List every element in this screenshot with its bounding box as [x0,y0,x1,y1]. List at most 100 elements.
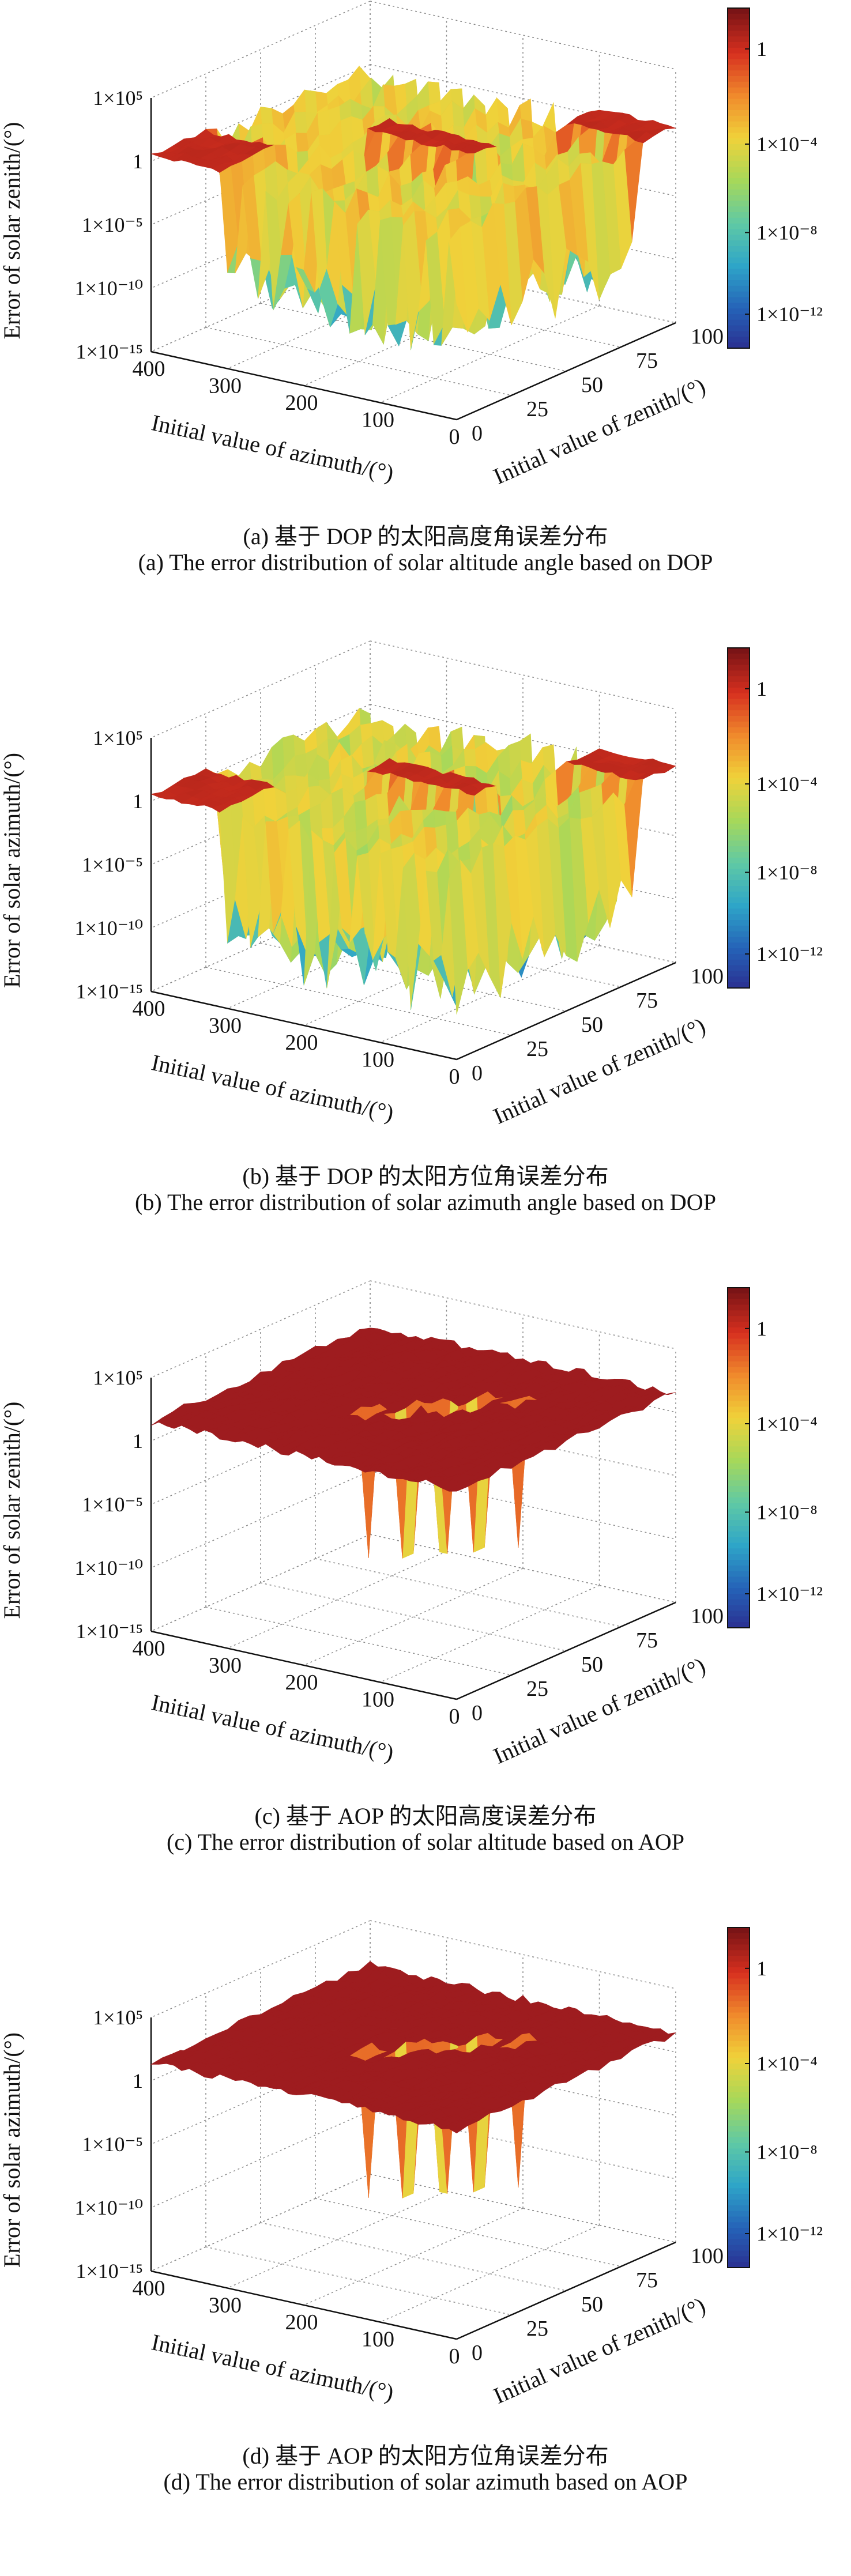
colorbar-step [728,1316,750,1322]
colorbar-step [728,716,750,722]
grid-line [150,1,371,99]
colorbar-frame [727,1287,750,1628]
colorbar-step [728,738,750,745]
colorbar-step [728,1390,750,1396]
colorbar-step [728,1514,750,1521]
colorbar-step [728,2194,750,2200]
colorbar: 1 1×10⁻⁴ 1×10⁻⁸ 1×10⁻¹² [727,7,823,349]
azimuth-axis-title: Initial value of azimuth/(°) [149,2329,396,2405]
azimuth-tick-label: 0 [449,1065,460,1089]
colorbar-step [728,1361,750,1368]
colorbar-step [728,110,750,116]
colorbar-step [728,2064,750,2070]
azimuth-tick-label: 300 [209,2294,242,2318]
colorbar-step [728,104,750,111]
colorbar-step [728,331,750,338]
colorbar: 1 1×10⁻⁴ 1×10⁻⁸ 1×10⁻¹² [727,1287,823,1628]
grid-line [370,1,676,70]
colorbar-tick-label: 1 [756,1317,767,1340]
colorbar-step [728,670,750,677]
colorbar-tick-label: 1×10⁻⁸ [756,861,818,884]
colorbar-step [728,806,750,813]
colorbar-step [728,2075,750,2081]
colorbar-step [728,1508,750,1515]
colorbar-step [728,1950,750,1957]
grid-line [303,1568,524,1666]
grid-line [370,2174,676,2243]
zenith-tick-label: 25 [526,1037,548,1061]
zenith-tick-label: 75 [636,1628,658,1653]
zenith-tick-label: 100 [691,1604,724,1628]
colorbar-step [728,291,750,298]
z-tick-label: 1×10⁻⁵ [82,853,143,876]
colorbar-step [728,1520,750,1526]
zenith-tick-label: 50 [581,1653,603,1677]
caption-cn-b: (b) 基于 DOP 的太阳方位角误差分布 [242,1163,609,1189]
error-surface [150,707,676,1014]
colorbar-tick-label: 1×10⁻⁴ [756,1412,818,1435]
zenith-tick-label: 0 [472,1061,483,1085]
colorbar-step [728,1582,750,1589]
colorbar-step [728,2216,750,2223]
zenith-tick-label: 50 [581,2292,603,2317]
colorbar-step [728,206,750,213]
colorbar-step [728,1933,750,1940]
colorbar-step [728,342,750,349]
grid-line [370,1920,676,1989]
colorbar: 1 1×10⁻⁴ 1×10⁻⁸ 1×10⁻¹² [727,647,823,989]
colorbar-step [728,31,750,37]
colorbar-step [728,308,750,315]
z-axis-title: Error of solar azimuth/(°) [0,2032,25,2268]
z-tick-label: 1×10⁻¹⁵ [76,980,143,1003]
colorbar-step [728,280,750,286]
colorbar-step [728,1560,750,1566]
colorbar-step [728,121,750,128]
colorbar-step [728,1384,750,1390]
colorbar-step [728,665,750,672]
colorbar-step [728,2256,750,2263]
colorbar-step [728,778,750,785]
zenith-tick-label: 25 [526,397,548,421]
colorbar-step [728,2030,750,2036]
colorbar-step [728,1406,750,1413]
grid-line [303,928,524,1026]
colorbar-tick-label: 1×10⁻¹² [756,1582,823,1605]
colorbar-step [728,1395,750,1402]
colorbar-step [728,223,750,230]
colorbar-step [728,1338,750,1345]
colorbar-step [728,704,750,711]
z-tick-label: 1 [133,150,143,173]
colorbar-step [728,982,750,989]
colorbar-step [728,761,750,768]
grid-line [205,327,512,396]
caption-en-a: (a) The error distribution of solar alti… [138,549,713,575]
colorbar-step [728,1378,750,1385]
colorbar-step [728,133,750,139]
colorbar-step [728,2001,750,2008]
z-tick-label: 1×10⁻¹⁰ [74,277,143,300]
colorbar-step [728,2024,750,2030]
colorbar-step [728,1435,750,1442]
colorbar-step [728,1542,750,1549]
azimuth-axis-line [150,990,457,1061]
caption-cn-a: (a) 基于 DOP 的太阳高度角误差分布 [243,523,608,549]
grid-line [205,1606,512,1676]
azimuth-tick-label: 200 [285,391,318,415]
azimuth-axis-line [150,1630,457,1700]
grid-line [150,254,371,352]
colorbar-step [728,772,750,779]
colorbar-step [728,1956,750,1962]
colorbar-step [728,1565,750,1572]
colorbar-tick-label: 1 [756,1957,767,1980]
colorbar-tick-label: 1 [756,37,767,61]
grid-line [380,2224,600,2323]
colorbar-step [728,240,750,247]
grid-line [370,1534,676,1603]
surface-patch [449,227,468,333]
colorbar-step [728,1333,750,1340]
colorbar-step [728,2098,750,2104]
z-tick-label: 1×10⁻⁵ [82,213,143,236]
colorbar-step [728,1356,750,1362]
colorbar-step [728,2052,750,2059]
colorbar-step [728,2234,750,2240]
